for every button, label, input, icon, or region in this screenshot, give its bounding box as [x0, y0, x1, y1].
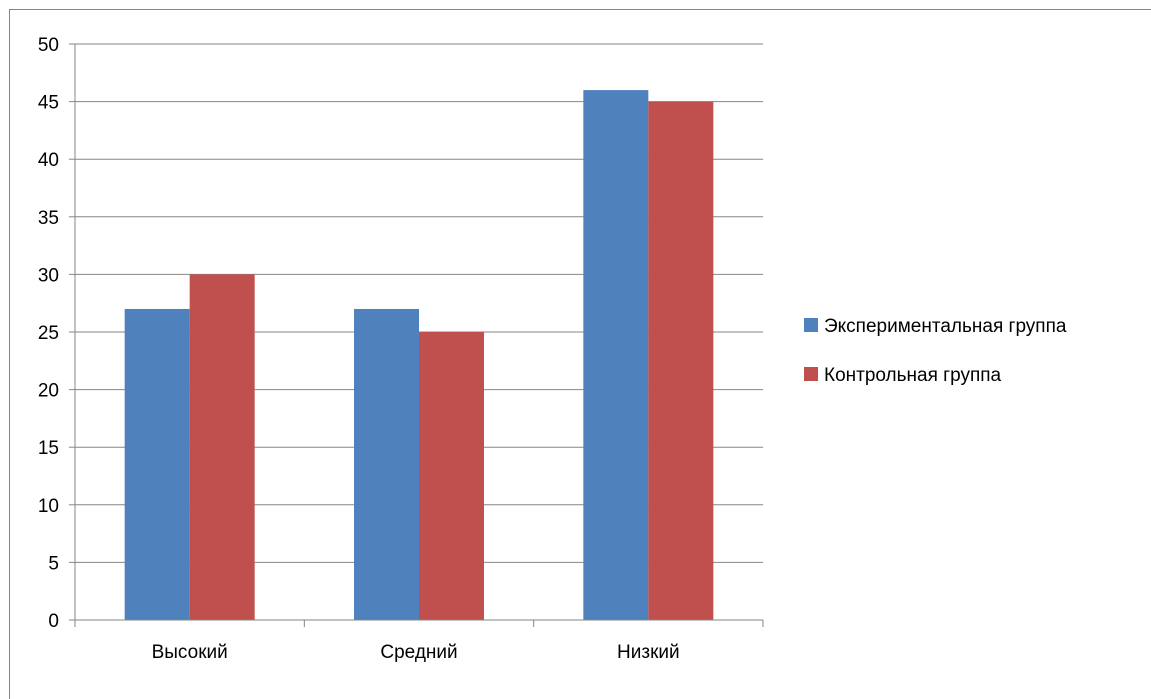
y-tick-label: 30 — [38, 265, 59, 286]
y-tick-label: 20 — [38, 381, 59, 402]
bars — [124, 90, 714, 621]
bar-experimental-0 — [124, 308, 190, 620]
y-tick-label: 15 — [38, 438, 59, 459]
y-tick-label: 40 — [38, 150, 59, 171]
bar-control-1 — [419, 332, 484, 620]
x-tick-label: Высокий — [152, 642, 228, 663]
y-tick-label: 25 — [38, 323, 59, 344]
bar-control-0 — [189, 274, 255, 620]
bar-chart: 0 5 10 15 20 25 30 35 40 45 50 Высокий Средний Низки… — [38, 35, 1067, 663]
axes — [69, 43, 764, 627]
bar-experimental-2 — [583, 90, 649, 620]
legend: Экспериментальная группа Контрольная груп… — [804, 316, 1067, 386]
x-tick-label: Низкий — [617, 642, 680, 663]
bar-control-2 — [648, 101, 714, 621]
y-tick-label: 35 — [38, 208, 59, 229]
y-tick-label: 5 — [48, 553, 59, 574]
legend-swatch-control — [804, 367, 818, 381]
x-tick-labels: Высокий Средний Низкий — [152, 642, 680, 663]
y-tick-label: 45 — [38, 93, 59, 114]
chart-frame — [9, 9, 1151, 699]
bar-experimental-1 — [354, 308, 419, 620]
x-tick-label: Средний — [380, 642, 457, 663]
y-tick-label: 50 — [38, 35, 59, 56]
y-tick-label: 10 — [38, 496, 59, 517]
legend-label-control: Контрольная группа — [824, 365, 1002, 386]
y-tick-labels: 0 5 10 15 20 25 30 35 40 45 50 — [38, 35, 59, 632]
y-tick-label: 0 — [48, 611, 59, 632]
legend-label-experimental: Экспериментальная группа — [824, 316, 1067, 337]
legend-swatch-experimental — [804, 318, 818, 332]
